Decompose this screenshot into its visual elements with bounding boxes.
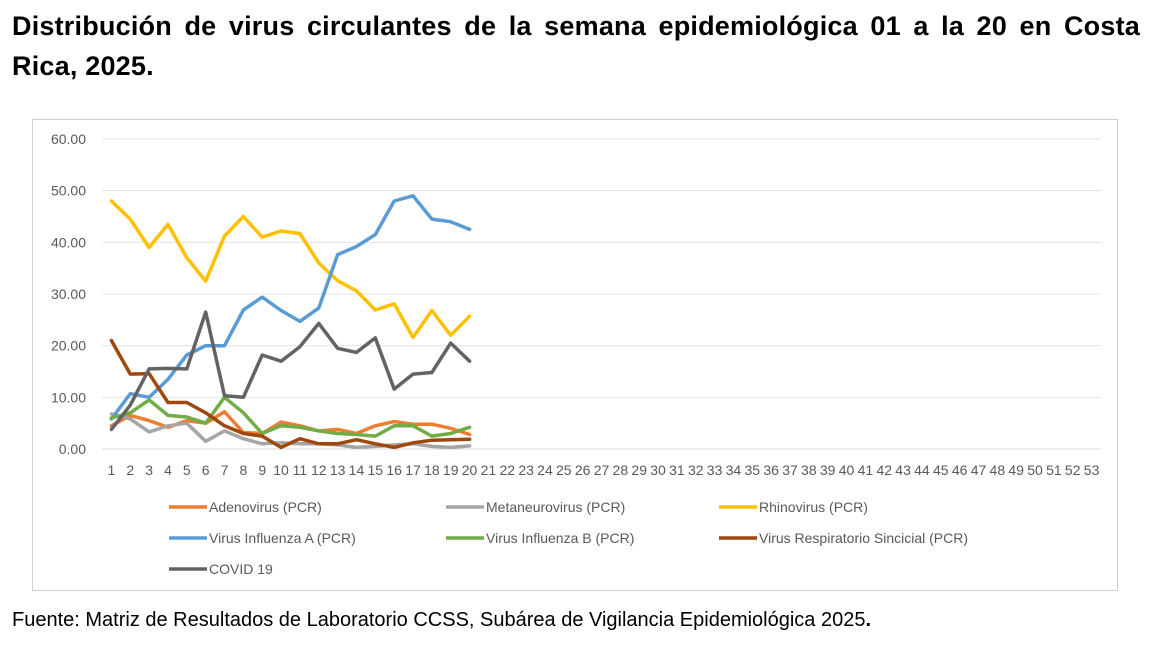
series-line-covid-19 (109, 310, 472, 432)
x-tick-label: 38 (801, 462, 817, 478)
x-tick-label: 10 (273, 462, 289, 478)
x-tick-label: 51 (1046, 462, 1062, 478)
x-tick-label: 21 (481, 462, 497, 478)
series-line-rhinovirus-pcr (109, 199, 472, 340)
x-tick-label: 7 (221, 462, 229, 478)
legend-label: Virus Respiratorio Sincicial (PCR) (759, 530, 968, 546)
x-tick-label: 26 (575, 462, 591, 478)
y-tick-label: 40.00 (51, 234, 86, 250)
legend-label: Virus Influenza A (PCR) (209, 530, 356, 546)
series-line-virus-respiratorio-sincicial-pcr (109, 338, 472, 450)
x-tick-label: 15 (368, 462, 384, 478)
y-tick-label: 30.00 (51, 286, 86, 302)
y-tick-label: 0.00 (59, 441, 86, 457)
x-tick-label: 49 (1008, 462, 1024, 478)
x-tick-label: 52 (1065, 462, 1081, 478)
legend-label: Rhinovirus (PCR) (759, 499, 868, 515)
y-tick-label: 10.00 (51, 389, 86, 405)
y-tick-label: 20.00 (51, 338, 86, 354)
y-tick-label: 50.00 (51, 183, 86, 199)
series-line-virus-influenza-a-pcr (109, 194, 472, 421)
x-tick-label: 23 (518, 462, 534, 478)
x-tick-label: 50 (1027, 462, 1043, 478)
series-line-virus-influenza-b-pcr (109, 395, 472, 438)
series-lines (109, 194, 472, 450)
x-tick-label: 6 (202, 462, 210, 478)
x-tick-label: 34 (726, 462, 742, 478)
x-tick-label: 37 (782, 462, 798, 478)
page-title: Distribución de virus circulantes de la … (12, 11, 1140, 81)
x-tick-label: 28 (613, 462, 629, 478)
x-tick-label: 18 (424, 462, 440, 478)
x-tick-label: 4 (164, 462, 172, 478)
x-tick-label: 46 (952, 462, 968, 478)
x-tick-label: 45 (933, 462, 949, 478)
x-tick-label: 1 (108, 462, 116, 478)
x-tick-label: 22 (499, 462, 515, 478)
x-tick-label: 17 (405, 462, 421, 478)
legend-label: Metaneurovirus (PCR) (486, 499, 625, 515)
legend-label: Adenovirus (PCR) (209, 499, 322, 515)
x-tick-label: 32 (688, 462, 704, 478)
x-tick-label: 44 (914, 462, 930, 478)
x-tick-label: 8 (239, 462, 247, 478)
legend-label: Virus Influenza B (PCR) (486, 530, 634, 546)
x-tick-label: 39 (820, 462, 836, 478)
x-tick-label: 24 (537, 462, 553, 478)
y-axis-ticks: 0.00 10.00 20.00 30.00 40.00 50.00 60.00 (51, 131, 86, 457)
x-tick-label: 12 (311, 462, 327, 478)
x-tick-label: 29 (631, 462, 647, 478)
source-text: Fuente: Matriz de Resultados de Laborato… (12, 609, 866, 631)
x-tick-label: 42 (876, 462, 892, 478)
x-tick-label: 43 (895, 462, 911, 478)
x-tick-label: 25 (556, 462, 572, 478)
x-tick-label: 13 (330, 462, 346, 478)
x-tick-label: 16 (386, 462, 402, 478)
x-tick-label: 2 (126, 462, 134, 478)
y-tick-label: 60.00 (51, 131, 86, 147)
x-tick-label: 36 (763, 462, 779, 478)
x-tick-label: 47 (971, 462, 987, 478)
x-tick-label: 41 (858, 462, 874, 478)
x-tick-label: 33 (707, 462, 723, 478)
x-tick-label: 9 (258, 462, 266, 478)
x-tick-label: 14 (349, 462, 365, 478)
x-tick-label: 35 (745, 462, 761, 478)
source-note: Fuente: Matriz de Resultados de Laborato… (12, 606, 871, 634)
x-tick-label: 27 (594, 462, 610, 478)
x-tick-label: 31 (669, 462, 685, 478)
x-tick-label: 3 (145, 462, 153, 478)
x-axis-ticks: 1 2 3 4 5 6 7 8 9 10 11 12 13 14 15 16 17 18 19 20 21 22 23 24 2… (108, 462, 1100, 478)
x-tick-label: 20 (462, 462, 478, 478)
x-tick-label: 53 (1084, 462, 1100, 478)
x-tick-label: 5 (183, 462, 191, 478)
legend: Adenovirus (PCR) Metaneurovirus (PCR) Rhin… (169, 499, 968, 577)
grid-lines (102, 138, 1101, 450)
x-tick-label: 48 (990, 462, 1006, 478)
x-tick-label: 19 (443, 462, 459, 478)
legend-label: COVID 19 (209, 561, 273, 577)
source-end: . (865, 609, 872, 631)
x-tick-label: 30 (650, 462, 666, 478)
x-tick-label: 11 (293, 462, 308, 478)
x-tick-label: 40 (839, 462, 855, 478)
